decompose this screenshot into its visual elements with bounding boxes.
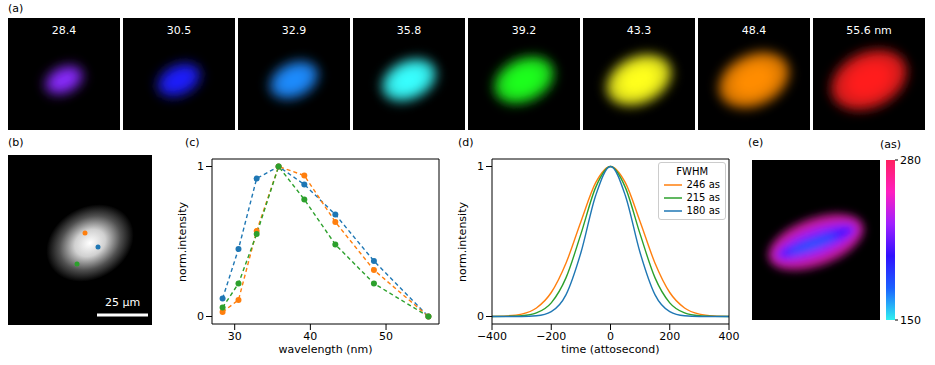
svg-text:48.4: 48.4 bbox=[742, 24, 767, 37]
html-text:time (attosecond): time (attosecond) bbox=[561, 343, 660, 356]
html-text:FWHM: FWHM bbox=[676, 166, 709, 177]
html-text:(a): (a) bbox=[8, 2, 24, 15]
svg-text:150: 150 bbox=[900, 314, 921, 327]
svg-text:0: 0 bbox=[477, 310, 484, 323]
svg-text:1: 1 bbox=[477, 160, 484, 173]
svg-text:200: 200 bbox=[659, 330, 680, 343]
svg-text:32.9: 32.9 bbox=[282, 24, 307, 37]
svg-text:400: 400 bbox=[719, 330, 740, 343]
svg-text:30: 30 bbox=[228, 330, 242, 343]
svg-text:43.3: 43.3 bbox=[627, 24, 652, 37]
svg-text:39.2: 39.2 bbox=[512, 24, 537, 37]
html-text:(d): (d) bbox=[458, 136, 474, 149]
svg-text:0: 0 bbox=[607, 330, 614, 343]
svg-text:40: 40 bbox=[303, 330, 317, 343]
svg-text:28.4: 28.4 bbox=[52, 24, 77, 37]
svg-text:55.6 nm: 55.6 nm bbox=[846, 24, 892, 37]
svg-text:30.5: 30.5 bbox=[167, 24, 192, 37]
svg-text:−200: −200 bbox=[536, 330, 566, 343]
svg-text:25 µm: 25 µm bbox=[105, 296, 140, 309]
svg-text:0: 0 bbox=[197, 310, 204, 323]
html-text:246 as: 246 as bbox=[686, 179, 720, 190]
svg-text:1: 1 bbox=[197, 160, 204, 173]
html-text:(as): (as) bbox=[880, 138, 902, 151]
html-text:(e): (e) bbox=[748, 136, 764, 149]
html-text:(b): (b) bbox=[8, 136, 24, 149]
svg-text:−400: −400 bbox=[477, 330, 507, 343]
html-text:norm.intensity: norm.intensity bbox=[455, 201, 469, 282]
svg-text:50: 50 bbox=[379, 330, 393, 343]
svg-text:35.8: 35.8 bbox=[397, 24, 422, 37]
html-text:wavelength (nm): wavelength (nm) bbox=[278, 343, 373, 356]
svg-text:280: 280 bbox=[900, 155, 921, 167]
html-text:norm.intensity: norm.intensity bbox=[175, 201, 189, 282]
html-text:180 as: 180 as bbox=[686, 205, 720, 216]
html-text:(c): (c) bbox=[185, 136, 200, 149]
html-text:215 as: 215 as bbox=[686, 192, 720, 203]
